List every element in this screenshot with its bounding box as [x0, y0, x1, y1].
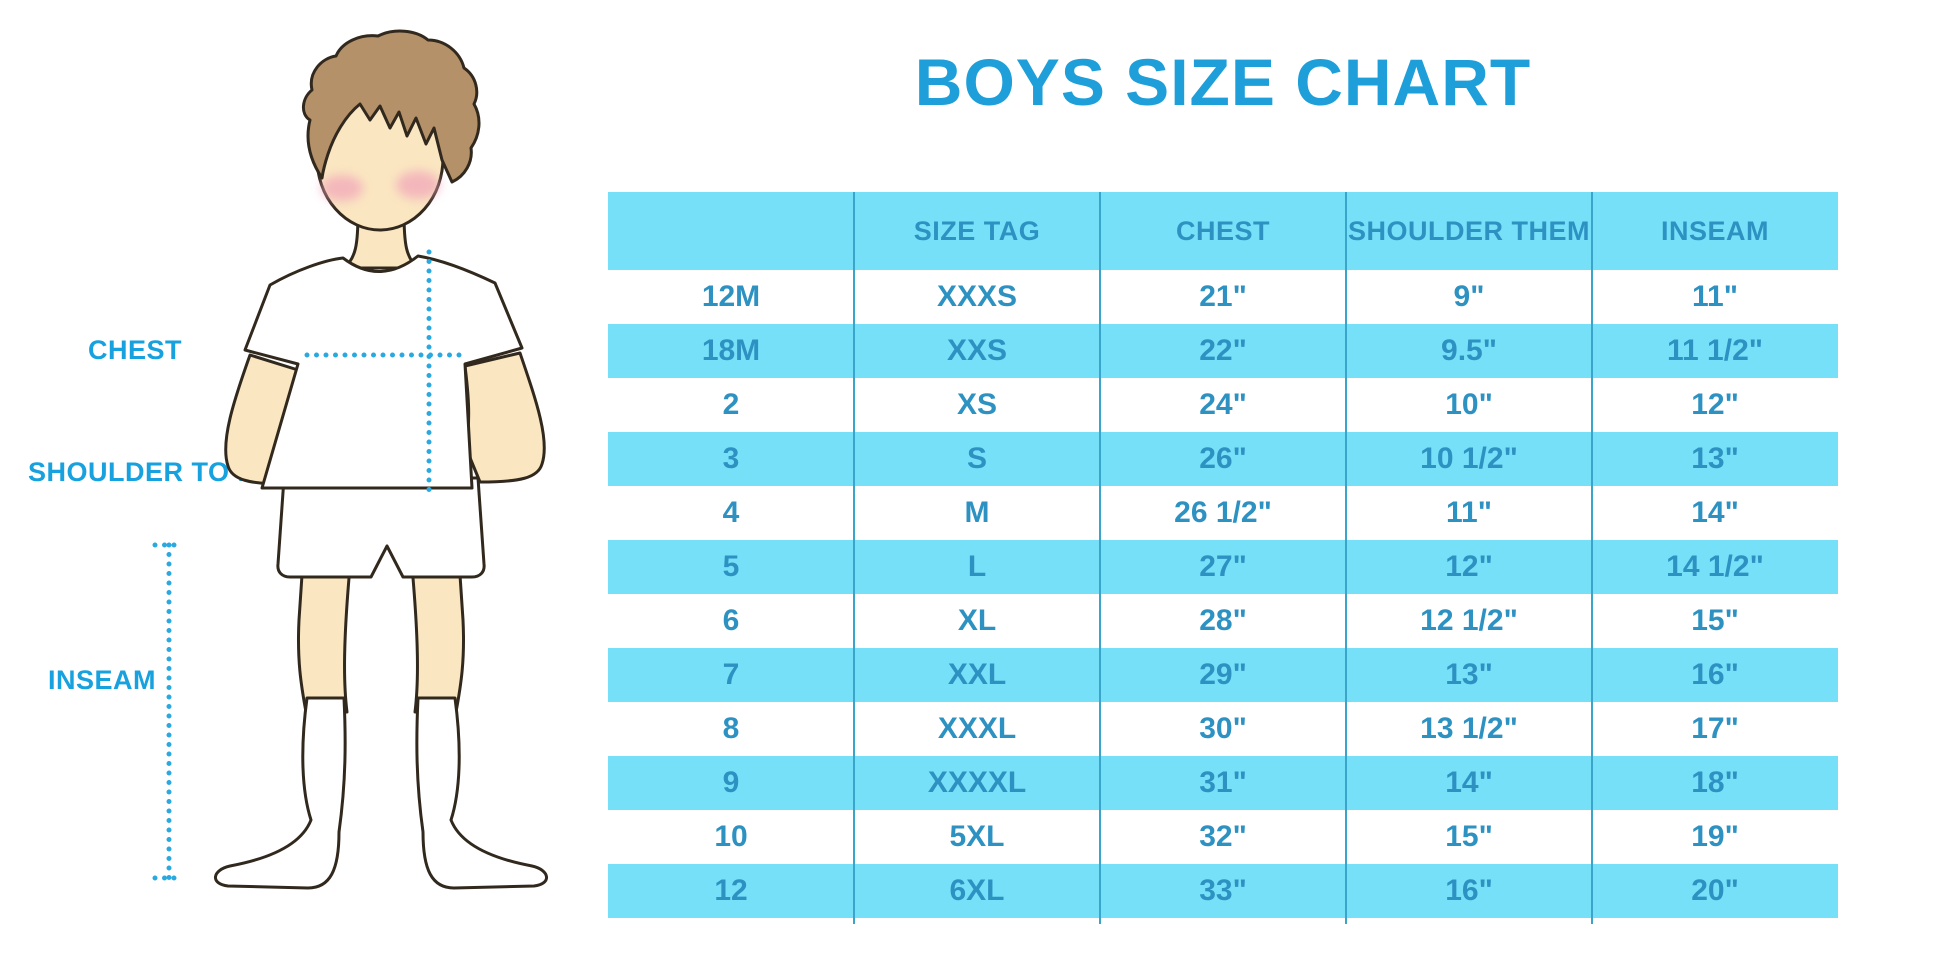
table-cell: 13 1/2": [1346, 702, 1592, 756]
table-cell: 6XL: [854, 864, 1100, 918]
table-cell: 20": [1592, 864, 1838, 918]
boy-shirt: [243, 254, 524, 490]
chest-measure-label: CHEST: [87, 335, 182, 365]
boy-right-arm: [463, 351, 546, 484]
table-cell: XXL: [854, 648, 1100, 702]
table-cell: 11": [1346, 486, 1592, 540]
size-row-label: 18M: [608, 324, 854, 378]
table-cell: 24": [1100, 378, 1346, 432]
inseam-measure-line: [152, 542, 186, 881]
size-row-label: 4: [608, 486, 854, 540]
table-cell: 17": [1592, 702, 1838, 756]
table-cell: 19": [1592, 810, 1838, 864]
column-divider: [1345, 192, 1347, 924]
table-cell: 29": [1100, 648, 1346, 702]
table-cell: 12": [1592, 378, 1838, 432]
table-cell: 13": [1346, 648, 1592, 702]
table-cell: 5XL: [854, 810, 1100, 864]
inseam-measure-label: INSEAM: [47, 665, 156, 695]
table-cell: M: [854, 486, 1100, 540]
table-cell: 26": [1100, 432, 1346, 486]
boy-right-cheek: [396, 171, 440, 199]
size-table: SIZE TAG CHEST SHOULDER THEM INSEAM 12M XXXS 2…: [608, 192, 1838, 924]
size-row-label: 12M: [608, 270, 854, 324]
table-cell: XXXXL: [854, 756, 1100, 810]
table-cell: 14 1/2": [1592, 540, 1838, 594]
table-cell: 12": [1346, 540, 1592, 594]
table-cell: 30": [1100, 702, 1346, 756]
table-cell: 14": [1346, 756, 1592, 810]
boy-left-sock: [214, 696, 347, 890]
column-divider: [1099, 192, 1101, 924]
boy-right-leg: [410, 558, 466, 714]
table-cell: 13": [1592, 432, 1838, 486]
table-cell: 16": [1592, 648, 1838, 702]
boy-hair: [302, 29, 481, 184]
table-cell: 18": [1592, 756, 1838, 810]
size-row-label: 12: [608, 864, 854, 918]
size-row-label: 3: [608, 432, 854, 486]
table-cell: 22": [1100, 324, 1346, 378]
size-row-label: 9: [608, 756, 854, 810]
size-row-label: 2: [608, 378, 854, 432]
table-cell: 15": [1592, 594, 1838, 648]
table-cell: 10": [1346, 378, 1592, 432]
page-title: BOYS SIZE CHART: [914, 45, 1532, 119]
table-cell: 28": [1100, 594, 1346, 648]
column-divider: [853, 192, 855, 924]
table-cell: 27": [1100, 540, 1346, 594]
boy-illustration: [152, 29, 548, 890]
boy-left-cheek: [321, 175, 363, 201]
header-cell-inseam: INSEAM: [1592, 192, 1838, 270]
table-cell: S: [854, 432, 1100, 486]
table-cell: 32": [1100, 810, 1346, 864]
table-cell: 11": [1592, 270, 1838, 324]
table-cell: 12 1/2": [1346, 594, 1592, 648]
boy-shorts: [276, 476, 486, 579]
boy-left-leg: [296, 558, 352, 714]
size-row-label: 8: [608, 702, 854, 756]
size-row-label: 10: [608, 810, 854, 864]
table-cell: 10 1/2": [1346, 432, 1592, 486]
header-cell-shoulder-them: SHOULDER THEM: [1346, 192, 1592, 270]
header-cell-size-tag: SIZE TAG: [854, 192, 1100, 270]
size-row-label: 6: [608, 594, 854, 648]
table-cell: 16": [1346, 864, 1592, 918]
table-cell: XS: [854, 378, 1100, 432]
size-row-label: 5: [608, 540, 854, 594]
table-cell: L: [854, 540, 1100, 594]
table-cell: XXXL: [854, 702, 1100, 756]
column-divider: [1591, 192, 1593, 924]
table-cell: 14": [1592, 486, 1838, 540]
boy-right-sock: [415, 696, 548, 890]
table-cell: XXXS: [854, 270, 1100, 324]
table-cell: 9.5": [1346, 324, 1592, 378]
header-cell-chest: CHEST: [1100, 192, 1346, 270]
table-cell: 31": [1100, 756, 1346, 810]
table-cell: 11 1/2": [1592, 324, 1838, 378]
table-cell: XXS: [854, 324, 1100, 378]
table-cell: 33": [1100, 864, 1346, 918]
table-cell: XL: [854, 594, 1100, 648]
table-cell: 15": [1346, 810, 1592, 864]
table-cell: 9": [1346, 270, 1592, 324]
size-row-label: 7: [608, 648, 854, 702]
table-cell: 26 1/2": [1100, 486, 1346, 540]
table-cell: 21": [1100, 270, 1346, 324]
header-cell-empty: [608, 192, 854, 270]
